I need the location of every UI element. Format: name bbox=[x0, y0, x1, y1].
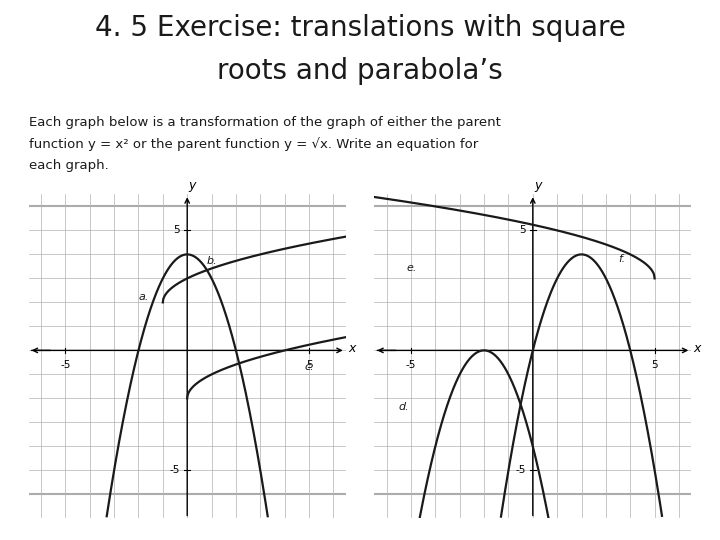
Text: -5: -5 bbox=[406, 360, 416, 370]
Text: b.: b. bbox=[207, 256, 217, 266]
Text: 5: 5 bbox=[519, 225, 526, 235]
Text: -5: -5 bbox=[169, 465, 180, 475]
Text: function y = x² or the parent function y = √x. Write an equation for: function y = x² or the parent function y… bbox=[29, 138, 478, 151]
Text: 5: 5 bbox=[174, 225, 180, 235]
Text: x: x bbox=[348, 341, 356, 354]
Text: -5: -5 bbox=[515, 465, 526, 475]
Text: Each graph below is a transformation of the graph of either the parent: Each graph below is a transformation of … bbox=[29, 116, 500, 129]
Text: f.: f. bbox=[618, 254, 625, 264]
Text: x: x bbox=[693, 341, 701, 354]
Text: roots and parabola’s: roots and parabola’s bbox=[217, 57, 503, 85]
Text: d.: d. bbox=[399, 402, 410, 413]
Text: each graph.: each graph. bbox=[29, 159, 109, 172]
Text: y: y bbox=[189, 179, 196, 192]
Text: 4. 5 Exercise: translations with square: 4. 5 Exercise: translations with square bbox=[94, 14, 626, 42]
Text: e.: e. bbox=[406, 263, 416, 273]
Text: -5: -5 bbox=[60, 360, 71, 370]
Text: y: y bbox=[534, 179, 541, 192]
Text: a.: a. bbox=[138, 292, 149, 302]
Text: c.: c. bbox=[304, 362, 314, 372]
Text: 5: 5 bbox=[306, 360, 312, 370]
Text: 5: 5 bbox=[652, 360, 658, 370]
